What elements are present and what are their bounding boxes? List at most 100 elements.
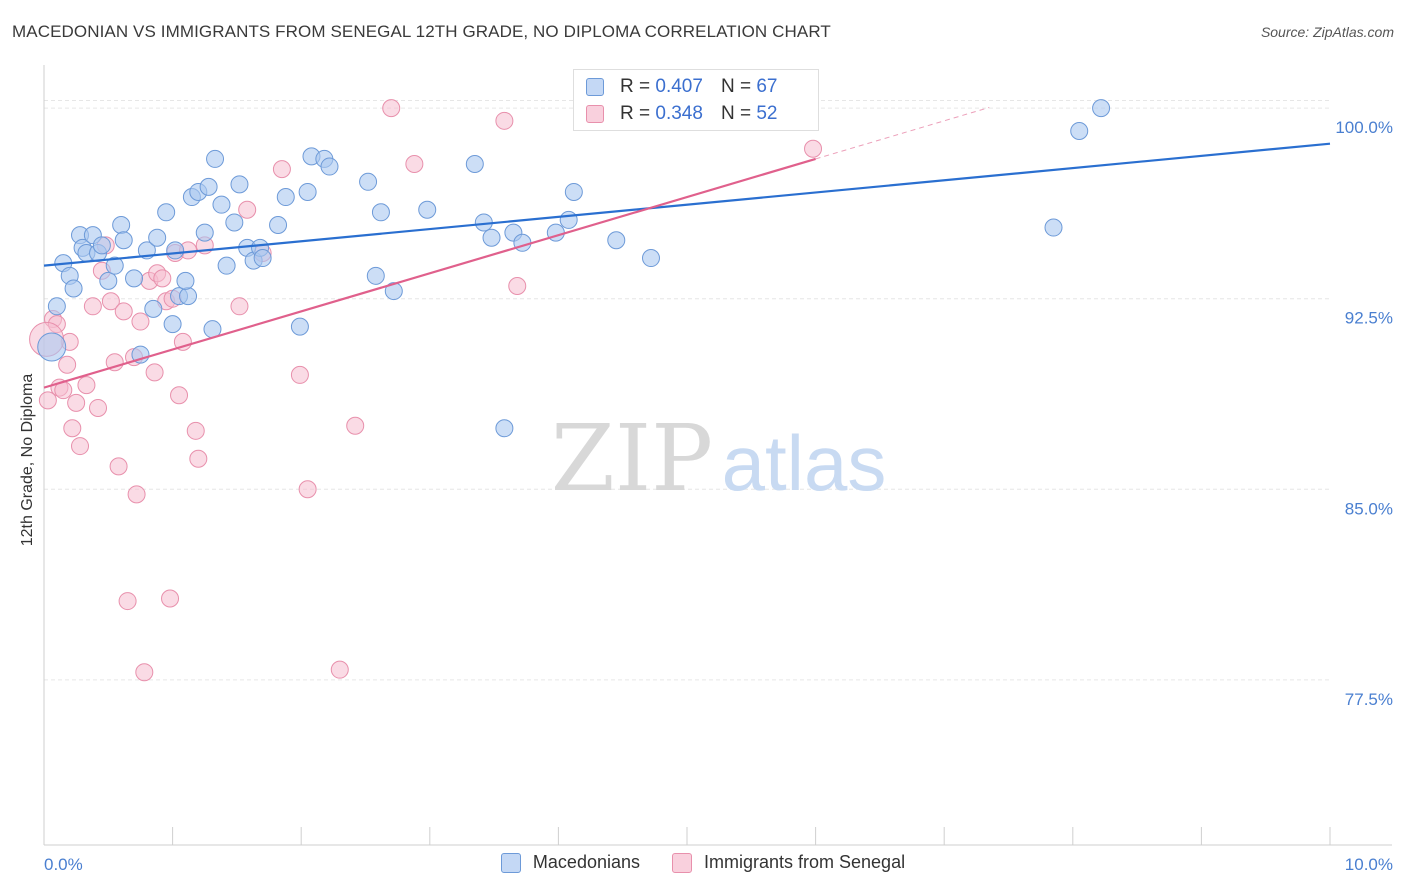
data-point-macedonians (206, 149, 225, 168)
data-point-senegal (153, 269, 172, 288)
data-point-senegal (405, 155, 424, 174)
legend-swatch-pink (672, 852, 692, 873)
data-point-macedonians (482, 228, 501, 247)
data-point-macedonians (47, 297, 66, 316)
data-point-macedonians (276, 188, 295, 207)
data-point-senegal (495, 111, 514, 130)
data-point-macedonians (253, 249, 272, 268)
data-point-senegal (127, 485, 146, 504)
data-point-macedonians (418, 200, 437, 219)
trend-line-macedonians (43, 142, 1331, 267)
data-point-macedonians (366, 266, 385, 285)
data-point-macedonians (144, 299, 163, 318)
data-point-senegal (145, 363, 164, 382)
data-point-senegal (508, 276, 527, 295)
data-point-senegal (186, 421, 205, 440)
data-point-senegal (89, 398, 108, 417)
data-point-macedonians (559, 210, 578, 229)
data-point-macedonians (1092, 99, 1111, 118)
data-point-macedonians (607, 231, 626, 250)
x-tick-label: 10.0% (1345, 855, 1393, 874)
series-senegal-points (29, 99, 823, 682)
n-value: 52 (756, 103, 778, 124)
data-point-macedonians (384, 282, 403, 301)
data-point-senegal (114, 302, 133, 321)
data-point-senegal (58, 355, 77, 374)
data-point-macedonians (298, 182, 317, 201)
data-point-macedonians (495, 419, 514, 438)
data-point-senegal (346, 416, 365, 435)
gridlines (44, 99, 1330, 681)
data-point-macedonians (99, 271, 118, 290)
data-point-senegal (71, 437, 90, 456)
legend-item-macedonians[interactable]: Macedonians (500, 852, 640, 873)
trend-line-senegal-extension (815, 107, 990, 160)
y-tick-label: 92.5% (1345, 309, 1393, 328)
watermark-atlas: atlas (722, 419, 887, 507)
data-point-macedonians (37, 332, 67, 362)
data-point-macedonians (359, 172, 378, 191)
data-point-macedonians (148, 228, 167, 247)
r-label: R = (620, 103, 651, 124)
r-value: 0.348 (655, 103, 703, 124)
data-point-macedonians (163, 315, 182, 334)
trend-lines (43, 107, 1331, 389)
data-point-macedonians (212, 195, 231, 214)
n-label: N = (720, 76, 752, 97)
legend-swatch-pink (586, 105, 604, 123)
source-label: Source: ZipAtlas.com (1260, 24, 1394, 40)
data-point-senegal (109, 457, 128, 476)
x-tick-labels: 0.0% 10.0% (44, 855, 1393, 874)
data-point-senegal (330, 660, 349, 679)
legend-row-senegal: R = 0.348 N = 52 (586, 102, 777, 126)
r-label: R = (620, 76, 651, 97)
legend-row-macedonians: R = 0.407 N = 67 (586, 75, 777, 99)
data-point-macedonians (179, 287, 198, 306)
data-point-senegal (77, 376, 96, 395)
data-point-macedonians (105, 256, 124, 275)
data-point-senegal (382, 99, 401, 118)
data-point-senegal (170, 386, 189, 405)
data-point-macedonians (199, 177, 218, 196)
data-point-macedonians (166, 241, 185, 260)
data-point-senegal (238, 200, 257, 219)
data-point-macedonians (230, 175, 249, 194)
y-tick-label: 77.5% (1345, 690, 1393, 709)
data-point-macedonians (564, 182, 583, 201)
y-axis-label: 12th Grade, No Diploma (19, 374, 36, 547)
data-point-macedonians (1070, 121, 1089, 140)
legend-item-senegal[interactable]: Immigrants from Senegal (672, 852, 905, 873)
data-point-senegal (161, 589, 180, 608)
legend-swatch-blue (500, 852, 521, 873)
data-point-senegal (298, 480, 317, 499)
data-point-senegal (230, 297, 249, 316)
data-point-senegal (38, 391, 57, 410)
legend-label: Macedonians (532, 852, 640, 872)
data-point-macedonians (269, 216, 288, 234)
y-tick-label: 85.0% (1345, 499, 1393, 518)
watermark: ZIP atlas (551, 405, 886, 512)
data-point-senegal (83, 297, 102, 316)
data-point-macedonians (157, 203, 176, 222)
data-point-macedonians (112, 216, 131, 234)
data-point-macedonians (641, 249, 660, 268)
series-macedonians-points (37, 99, 1111, 438)
data-point-senegal (63, 419, 82, 438)
data-point-senegal (189, 449, 208, 468)
data-point-senegal (135, 663, 154, 682)
legend-swatch-blue (586, 78, 604, 96)
n-label: N = (720, 103, 752, 124)
data-point-senegal (272, 160, 291, 179)
data-point-macedonians (114, 231, 133, 250)
r-value: 0.407 (655, 76, 703, 97)
data-point-macedonians (125, 269, 144, 288)
data-point-senegal (804, 139, 823, 158)
data-point-macedonians (290, 317, 309, 336)
data-point-macedonians (64, 279, 83, 298)
legend-label: Immigrants from Senegal (704, 852, 906, 872)
data-point-macedonians (195, 223, 214, 242)
data-point-senegal (67, 393, 86, 412)
data-point-macedonians (320, 157, 339, 176)
data-point-macedonians (225, 213, 244, 232)
